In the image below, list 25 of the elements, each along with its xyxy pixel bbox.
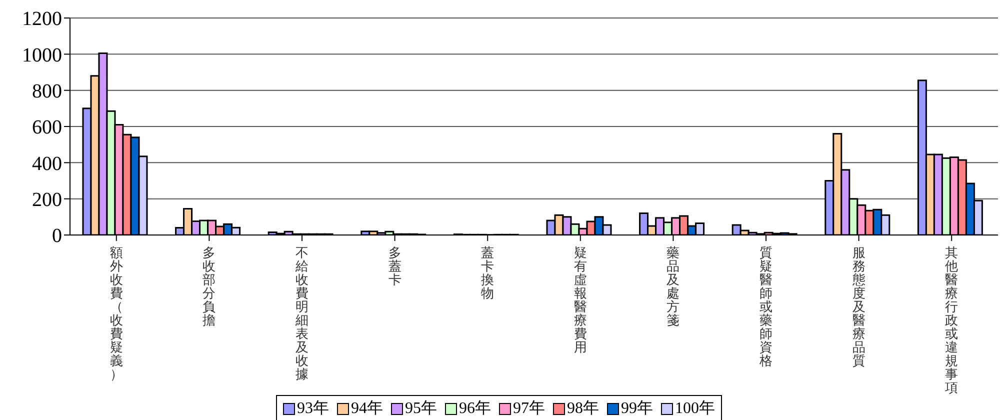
- legend-label: 98年: [566, 399, 599, 419]
- x-tick-label: 疑有虛報醫療費用: [574, 245, 587, 354]
- legend-label: 93年: [296, 399, 329, 419]
- y-tick-label: 0: [52, 225, 62, 248]
- legend-label: 100年: [674, 399, 715, 419]
- legend-label: 95年: [404, 399, 437, 419]
- legend-label: 97年: [512, 399, 545, 419]
- x-tick-label: 多收部分負擔: [202, 245, 216, 328]
- y-tick-label: 200: [32, 188, 62, 211]
- y-tick-label: 1200: [22, 8, 62, 30]
- category-label: 服務態度及醫療品質: [852, 245, 866, 368]
- category-label: 其他醫療行政或違規事項: [945, 245, 958, 395]
- legend-label: 99年: [620, 399, 653, 419]
- y-tick-label: 1000: [22, 44, 62, 66]
- x-tick-label: 蓋卡換物: [481, 245, 494, 300]
- y-tick-label: 600: [32, 116, 62, 139]
- x-tick-label: 多蓋卡: [388, 245, 402, 287]
- y-tick-label: 800: [32, 80, 62, 102]
- legend-label: 96年: [458, 399, 491, 419]
- y-tick-label: 400: [32, 152, 62, 175]
- x-tick-label: 藥品及處方箋: [666, 245, 680, 328]
- legend-label: 94年: [350, 399, 383, 419]
- category-label: 不給收費明細表及收據: [296, 245, 308, 382]
- category-label: 額外收費（收費疑義）: [110, 245, 123, 382]
- category-label: 質疑醫師或藥師資格: [760, 245, 772, 368]
